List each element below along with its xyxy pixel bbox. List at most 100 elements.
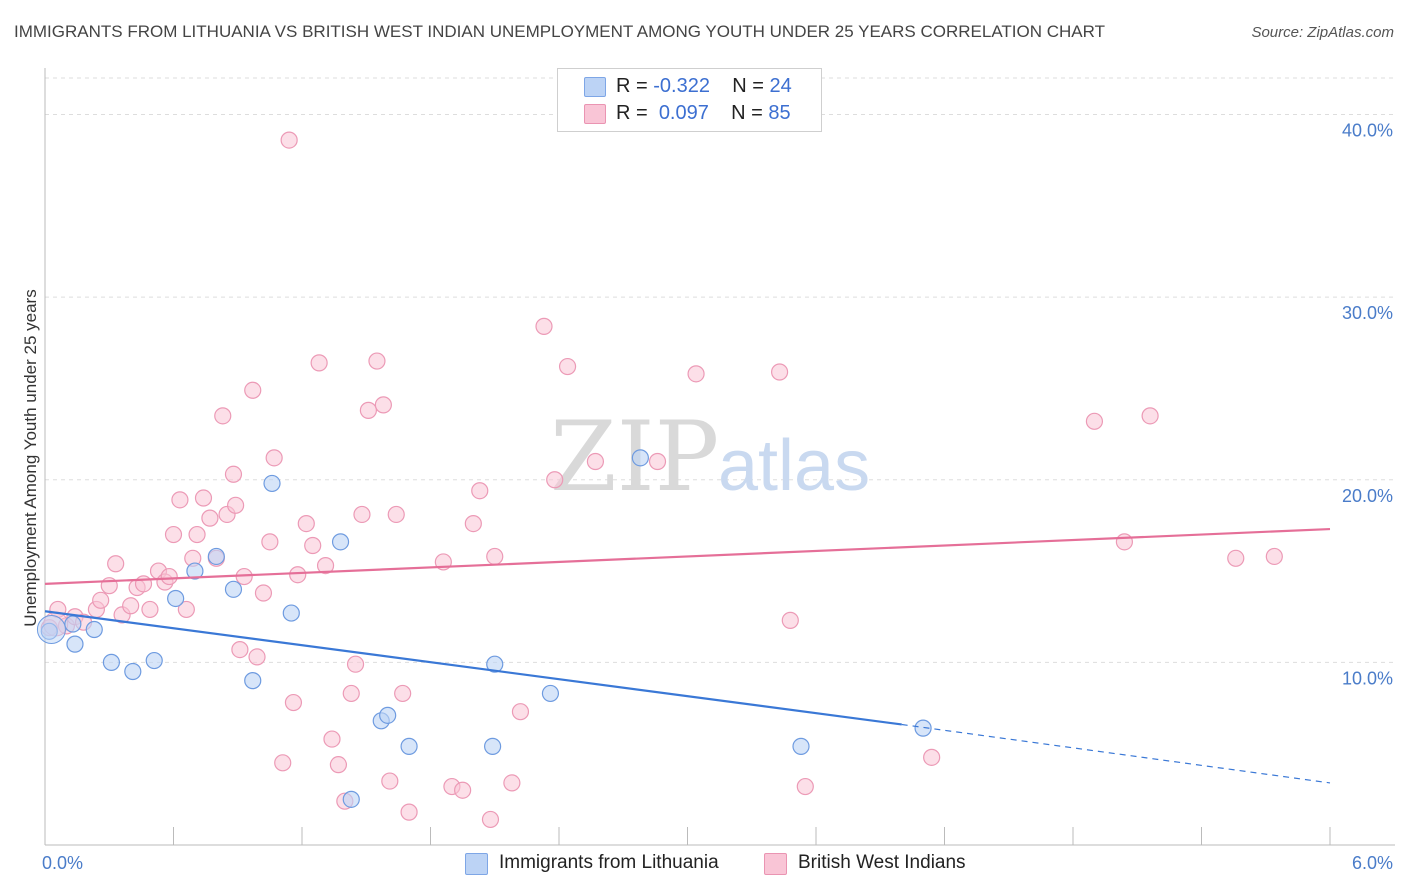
y-tick-labels: 10.0% 20.0% 30.0% 40.0%	[1342, 121, 1393, 689]
data-point-british-west-indians	[107, 555, 125, 573]
data-point-british-west-indians	[481, 810, 500, 829]
data-point-british-west-indians	[304, 536, 322, 555]
data-point-british-west-indians	[329, 756, 348, 774]
correlation-legend: R = -0.322 N = 24 R = 0.097 N = 85	[557, 68, 822, 132]
legend-n-label: N =	[731, 102, 763, 124]
data-point-british-west-indians	[254, 584, 273, 602]
data-point-british-west-indians	[394, 684, 412, 703]
data-point-british-west-indians	[586, 452, 605, 471]
y-tick-label: 30.0%	[1342, 303, 1393, 323]
data-point-british-west-indians	[224, 465, 243, 483]
data-point-british-west-indians	[323, 730, 341, 748]
legend-swatch-pink	[584, 104, 606, 124]
trend-line-lithuania-extension	[901, 723, 1331, 784]
x-tick-label: 6.0%	[1352, 853, 1393, 873]
data-point-british-west-indians	[770, 363, 789, 381]
data-point-british-west-indians	[503, 774, 521, 792]
data-point-british-west-indians	[353, 505, 371, 524]
data-point-british-west-indians	[177, 600, 195, 619]
data-point-british-west-indians	[214, 407, 232, 425]
legend-swatch-pink	[764, 853, 787, 875]
data-point-british-west-indians	[546, 471, 564, 489]
data-point-immigrants-from-lithuania	[379, 706, 397, 724]
data-point-british-west-indians	[781, 611, 799, 629]
data-point-british-west-indians	[648, 452, 667, 471]
legend-label-bwi: British West Indians	[798, 852, 966, 873]
trend-lines	[44, 527, 1331, 784]
legend-swatch-blue	[465, 853, 488, 875]
data-point-british-west-indians	[201, 509, 219, 527]
data-point-british-west-indians	[227, 496, 245, 514]
data-point-british-west-indians	[310, 354, 328, 372]
data-point-british-west-indians	[1265, 547, 1283, 566]
axes	[44, 68, 1395, 846]
x-tick-label: 0.0%	[42, 853, 83, 873]
data-point-immigrants-from-lithuania	[484, 737, 502, 755]
data-point-british-west-indians	[687, 365, 705, 383]
data-point-british-west-indians	[374, 396, 392, 414]
data-point-immigrants-from-lithuania	[541, 684, 560, 703]
data-point-british-west-indians	[400, 803, 418, 821]
legend-n-value: 24	[769, 75, 792, 97]
x-tick-labels: 0.0% 6.0%	[42, 853, 1393, 873]
data-point-immigrants-from-lithuania	[64, 615, 82, 633]
data-point-british-west-indians	[486, 547, 504, 566]
data-point-british-west-indians	[261, 533, 279, 551]
data-point-british-west-indians	[387, 505, 405, 524]
data-point-british-west-indians	[1141, 407, 1159, 425]
data-point-british-west-indians	[92, 591, 110, 609]
watermark-atlas: atlas	[718, 426, 870, 506]
data-point-immigrants-from-lithuania	[342, 790, 360, 808]
data-point-immigrants-from-lithuania	[85, 620, 103, 639]
data-point-british-west-indians	[558, 357, 577, 376]
data-point-immigrants-from-lithuania	[486, 655, 504, 673]
data-point-british-west-indians	[346, 655, 365, 673]
y-tick-label: 20.0%	[1342, 486, 1393, 506]
data-point-immigrants-from-lithuania	[282, 604, 300, 622]
data-point-immigrants-from-lithuania	[792, 737, 810, 755]
data-point-british-west-indians	[122, 597, 140, 615]
data-point-british-west-indians	[274, 754, 292, 772]
legend-label-lithuania: Immigrants from Lithuania	[499, 852, 719, 873]
data-point-british-west-indians	[284, 693, 303, 712]
data-point-british-west-indians	[368, 352, 386, 370]
legend-r-label: R =	[616, 75, 648, 97]
series-legend: Immigrants from Lithuania British West I…	[0, 852, 1406, 876]
data-point-immigrants-from-lithuania	[207, 547, 225, 566]
data-point-immigrants-from-lithuania	[400, 737, 418, 755]
data-point-british-west-indians	[1085, 412, 1104, 430]
data-point-british-west-indians	[188, 525, 206, 544]
data-point-british-west-indians	[141, 600, 159, 619]
data-point-british-west-indians	[454, 781, 472, 799]
data-point-british-west-indians	[231, 640, 249, 659]
data-point-british-west-indians	[1227, 549, 1245, 567]
y-axis-label: Unemployment Among Youth under 25 years	[21, 289, 40, 626]
data-point-british-west-indians	[471, 482, 489, 500]
data-point-british-west-indians	[1115, 533, 1134, 551]
data-point-british-west-indians	[134, 575, 153, 593]
data-point-british-west-indians	[535, 317, 553, 335]
data-point-immigrants-from-lithuania	[914, 719, 932, 737]
data-point-immigrants-from-lithuania	[224, 580, 243, 598]
series-immigrants-from-lithuania	[36, 449, 932, 808]
legend-n-label: N =	[732, 75, 764, 97]
data-point-immigrants-from-lithuania	[145, 651, 163, 670]
legend-n-value: 85	[768, 102, 791, 124]
y-tick-label: 40.0%	[1342, 121, 1393, 141]
data-point-immigrants-from-lithuania	[631, 449, 649, 467]
legend-r-value: -0.322	[653, 75, 710, 97]
trend-line-lithuania	[44, 610, 902, 726]
data-point-british-west-indians	[464, 514, 482, 533]
data-point-immigrants-from-lithuania	[331, 533, 350, 551]
data-point-british-west-indians	[796, 777, 814, 796]
data-point-british-west-indians	[244, 381, 262, 399]
data-point-immigrants-from-lithuania	[124, 662, 142, 681]
data-point-british-west-indians	[381, 772, 399, 790]
chart-source: Source: ZipAtlas.com	[1251, 24, 1394, 41]
data-point-immigrants-from-lithuania	[186, 562, 204, 580]
y-tick-label: 10.0%	[1342, 668, 1393, 688]
data-point-british-west-indians	[164, 525, 183, 544]
trend-line-british-west-indians	[44, 527, 1331, 585]
data-point-immigrants-from-lithuania	[167, 589, 185, 608]
